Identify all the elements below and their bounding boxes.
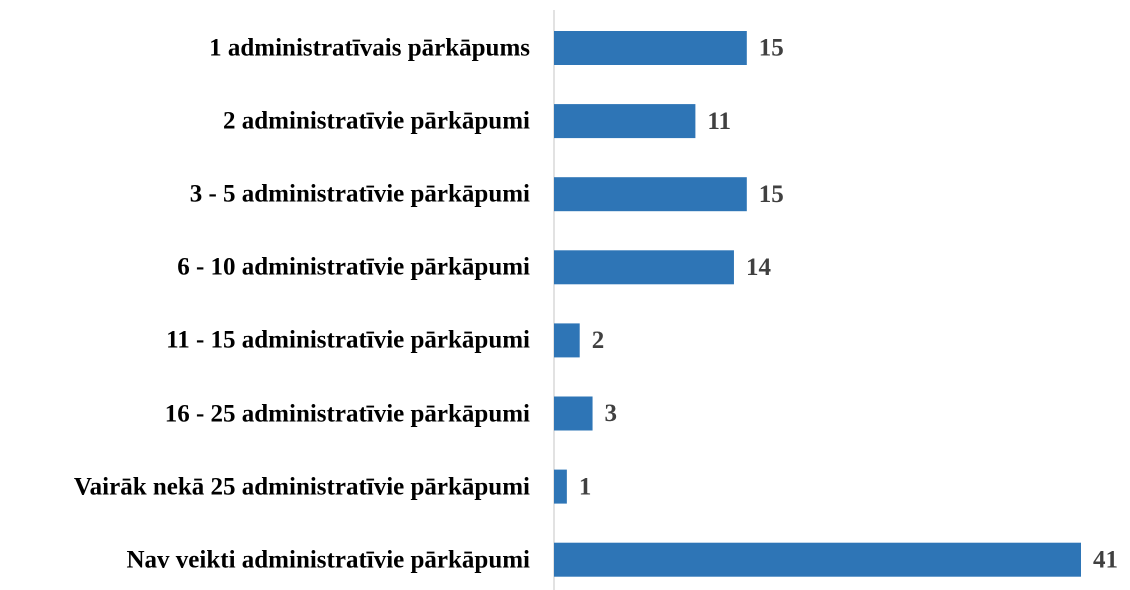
bar [554, 31, 747, 65]
value-label: 15 [759, 35, 784, 62]
bar [554, 177, 747, 212]
bar [554, 469, 567, 504]
category-label: 1 administratīvais pārkāpums [209, 34, 530, 62]
bar [554, 250, 734, 285]
value-label: 41 [1093, 546, 1118, 573]
value-label: 1 [579, 473, 592, 500]
category-label: 2 administratīvie pārkāpumi [223, 107, 530, 135]
value-label: 2 [592, 327, 605, 354]
bar [554, 396, 593, 431]
bar [554, 542, 1081, 577]
value-label: 3 [605, 400, 618, 427]
bar [554, 104, 696, 139]
category-label: 3 - 5 administratīvie pārkāpumi [189, 180, 530, 208]
category-label: 6 - 10 administratīvie pārkāpumi [177, 253, 530, 281]
category-label: Vairāk nekā 25 administratīvie pārkāpumi [73, 473, 530, 501]
category-label: 16 - 25 administratīvie pārkāpumi [164, 400, 530, 427]
category-label: 11 - 15 administratīvie pārkāpumi [166, 326, 530, 354]
category-label: Nav veikti administratīvie pārkāpumi [126, 546, 531, 574]
value-label: 11 [707, 108, 731, 135]
value-label: 14 [746, 254, 772, 281]
bar [554, 323, 580, 358]
value-label: 15 [759, 181, 784, 208]
